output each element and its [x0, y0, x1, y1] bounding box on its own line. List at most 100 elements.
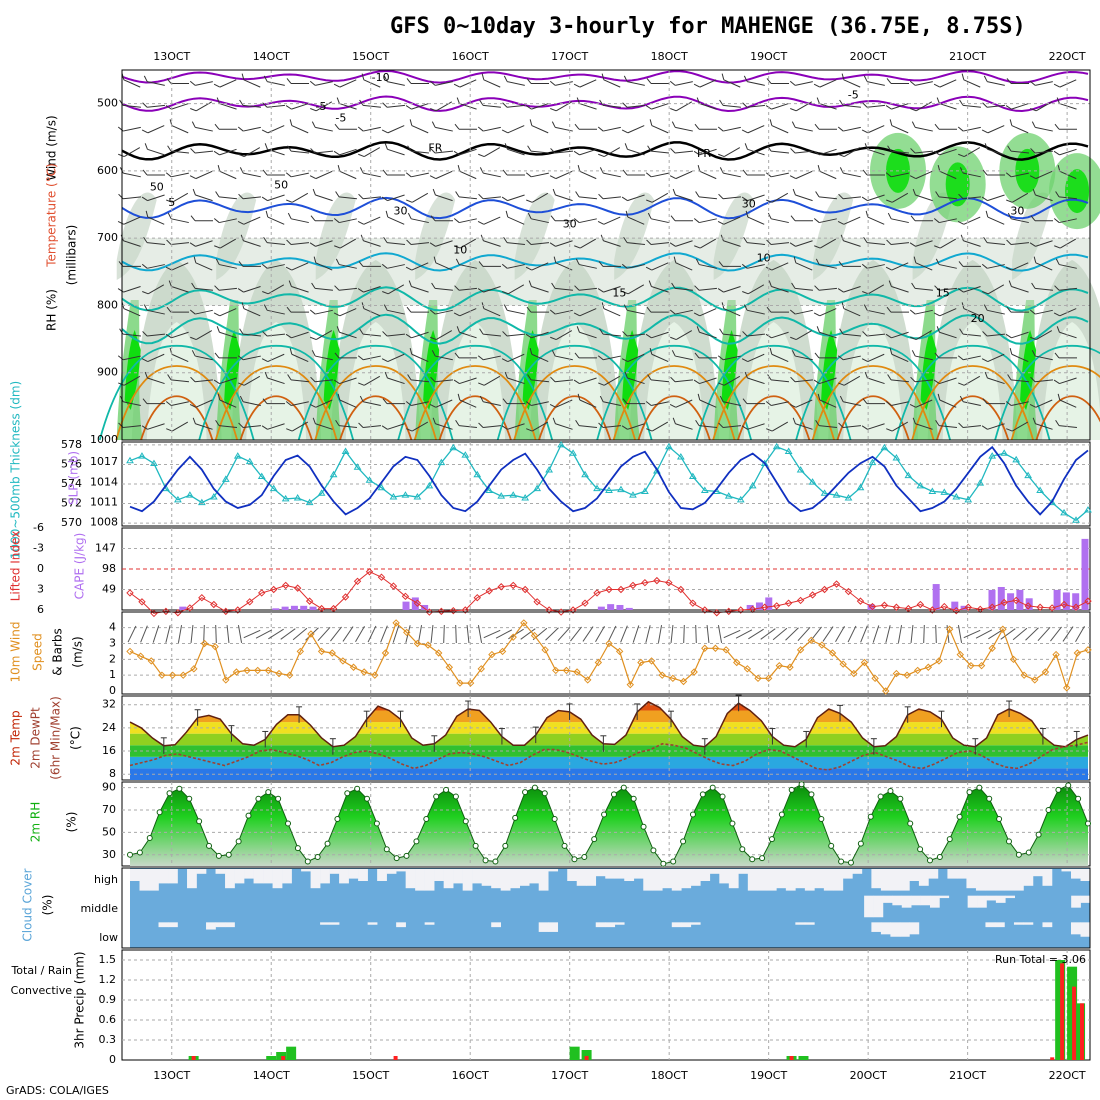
wind-barb [671, 350, 693, 361]
wind-barb [886, 78, 909, 84]
wind-barb-shaft [555, 194, 573, 202]
wind-barb-flag [789, 309, 796, 315]
temp-contour [438, 395, 512, 441]
thickness-point [892, 453, 901, 461]
cloud-high-bar [595, 869, 606, 877]
wind10-point [456, 679, 464, 687]
wind-barb-flag [1053, 150, 1060, 156]
wind-barb-flag [501, 196, 508, 202]
wind-barb-shaft [771, 103, 789, 110]
wind-barb [815, 191, 838, 200]
thickness-point [605, 486, 613, 494]
wind-barb-flag [981, 425, 988, 430]
wind-barb [1006, 421, 1029, 432]
lifted-index-point [521, 585, 529, 594]
wind10-barb-shaft [772, 627, 788, 641]
wind-barb-shaft [507, 194, 525, 202]
lifted-index-point [689, 599, 697, 607]
wind-barb-shaft [1011, 262, 1029, 271]
wind-barb [333, 308, 357, 317]
wind-barb-flag [693, 379, 700, 384]
wind-barb-flag [478, 193, 484, 200]
wind-barb-flag [239, 395, 244, 403]
wind-barb-shaft [435, 240, 453, 247]
wind-barb-shaft [266, 333, 286, 337]
wind-barb [238, 193, 262, 200]
wind-barb-flag [621, 263, 628, 269]
cloud-low-bar [215, 922, 226, 928]
wind-barb-shaft [554, 150, 574, 154]
wind-barb-flag [167, 212, 172, 220]
wind-barb [359, 167, 381, 178]
wind-barb-shaft [507, 216, 525, 225]
wind-barb-flag [313, 256, 317, 263]
wind10-barb-shaft [620, 625, 628, 643]
wind-barb-flag [141, 358, 149, 363]
wind-barb-flag [1029, 242, 1036, 247]
wind-barb [1029, 399, 1053, 408]
cloud-middle-bar [939, 895, 950, 899]
wind-barb-flag [481, 73, 485, 80]
wind-barb-flag [622, 398, 628, 404]
wind-barb [191, 121, 213, 132]
wind-barb-shaft [867, 353, 885, 363]
wind-barb-shaft [867, 309, 885, 315]
cloud-high-bar [215, 869, 226, 874]
lifted-index-point [928, 606, 937, 614]
lifted-index-point [258, 589, 266, 597]
wind-barb [1030, 101, 1053, 112]
wind-barb-flag [981, 263, 988, 269]
wind-barb-flag [576, 326, 580, 333]
precip-axis-label: 3hr Precip (mm) [73, 951, 87, 1048]
wind-barb-shaft [627, 216, 645, 225]
wind-barb [909, 309, 933, 315]
wind-barb-shaft [675, 399, 693, 408]
rh2m-point [709, 784, 716, 791]
cloud-low-bar [880, 922, 891, 935]
contour-label: 30 [742, 198, 756, 211]
wind-barb-flag [310, 108, 317, 112]
wind10-point [264, 666, 273, 675]
wind-barb-flag [669, 80, 676, 86]
wind-barb [985, 210, 1005, 225]
wind-barb-flag [333, 150, 340, 156]
wind-barb [717, 126, 741, 132]
wind-barb-flag [166, 239, 172, 245]
wind-barb-flag [598, 422, 604, 428]
wind-barb-flag [622, 331, 628, 337]
wind-barb-flag [649, 347, 653, 355]
rh-shade [323, 330, 340, 410]
wind-barb-shaft [579, 331, 597, 339]
wind-barb [1033, 256, 1053, 271]
wind-barb-shaft [818, 425, 838, 428]
wind-barb [217, 164, 237, 180]
wind-barb-shaft [315, 423, 333, 430]
wind10-point [924, 663, 933, 671]
wind10-barb-shaft [127, 625, 137, 643]
wind-barb [792, 417, 813, 430]
wind-barb-flag [693, 312, 701, 317]
wind-barb [910, 101, 933, 112]
wind10-barb [483, 629, 501, 639]
wind-barb-flag [479, 99, 484, 106]
wind10-point [935, 657, 943, 665]
pressure-tick-label: 800 [97, 298, 118, 311]
wind-barb-flag [934, 285, 940, 291]
wind-barb-flag [815, 191, 820, 198]
rh2m-point [265, 789, 272, 796]
wind-barb [936, 97, 957, 110]
wind10-barb [860, 625, 868, 643]
wind-barb [429, 309, 453, 315]
x-tick-label-top: 22OCT [1049, 50, 1086, 63]
rh2m-point [1045, 807, 1052, 813]
wind-barb [837, 355, 861, 361]
wind-barb [189, 309, 213, 315]
wind10-barb [695, 624, 697, 644]
wind10-barb [847, 625, 857, 643]
wind-barb [264, 371, 285, 385]
cape-bar [960, 605, 968, 610]
wind-barb-flag [1005, 105, 1012, 110]
wind-barb-shaft [843, 79, 861, 88]
wind-barb [984, 371, 1005, 385]
wind10-point [158, 671, 166, 679]
